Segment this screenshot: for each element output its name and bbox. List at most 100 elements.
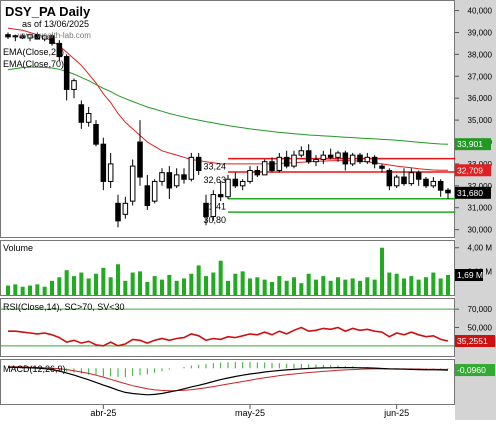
volume-bar (240, 271, 245, 295)
badge-close (455, 186, 491, 199)
candle-down (56, 42, 63, 58)
volume-bar (313, 279, 319, 295)
badge-ema_short (455, 164, 491, 177)
volume-bar (387, 272, 392, 295)
volume-bar (255, 277, 260, 295)
volume-bar (108, 277, 113, 295)
x-axis: abr-25 may-25 jun-25 (90, 405, 409, 418)
volume-bar (291, 277, 297, 295)
candle-down (305, 150, 312, 163)
volume-bar (5, 285, 11, 295)
rsi-tick-label: 50,000 (468, 324, 493, 333)
volume-bars-layer (5, 247, 451, 295)
ema70-line (7, 66, 449, 145)
volume-bar (27, 285, 33, 295)
macd-panel (0, 359, 455, 405)
x-tick-label: may-25 (235, 408, 265, 418)
candle-up (247, 169, 253, 182)
macd-signal-line (7, 366, 448, 392)
volume-bar (423, 277, 429, 295)
macd-line (7, 366, 449, 396)
badge-volume (455, 269, 483, 282)
volume-bar (79, 272, 84, 295)
x-tick-label: abr-25 (90, 408, 116, 418)
candle-up (85, 113, 92, 123)
price-tick-label: 31,000 (468, 204, 493, 213)
ema-long-label: EMA(Close,70) (3, 59, 64, 69)
rsi-layer (1, 308, 454, 347)
ema-short-label: EMA(Close,21) (3, 47, 64, 57)
candle-up (159, 172, 165, 182)
level-label: 33,24 (203, 162, 226, 172)
candle-down (63, 56, 70, 90)
candle-down (144, 185, 151, 207)
candle-down (415, 172, 422, 180)
rsi-line (8, 326, 449, 347)
price-tick-label: 30,000 (468, 226, 493, 235)
candle-down (93, 123, 99, 145)
candle-down (423, 178, 429, 187)
volume-bar (365, 277, 370, 295)
volume-bar (328, 280, 333, 295)
ema70-line-layer (7, 66, 449, 145)
badge-macd (455, 364, 495, 377)
price-tick-label: 40,000 (468, 7, 493, 16)
x-tick-label: jun-25 (383, 408, 409, 418)
candle-down (357, 154, 363, 163)
volume-bar (130, 272, 135, 295)
rsi-panel (0, 298, 455, 357)
volume-bar (335, 277, 341, 295)
price-tick-label: 39,000 (468, 28, 493, 37)
candle-down (283, 156, 290, 167)
volume-bar (64, 270, 69, 295)
as-of-date: as of 13/06/2025 (22, 19, 89, 29)
candle-down (137, 141, 143, 178)
candle-up (313, 159, 319, 163)
candle-up (364, 156, 371, 163)
candle-up (27, 34, 33, 39)
volume-bar (321, 276, 326, 295)
volume-bar (20, 286, 25, 295)
badge-ema_short-label: 32,709 (457, 165, 483, 175)
volume-bar (218, 260, 223, 295)
candle-up (349, 154, 356, 165)
price-tick-label: 36,000 (468, 94, 493, 103)
volume-bar (137, 271, 143, 295)
candle-down (371, 156, 378, 165)
volume-bar (115, 264, 121, 295)
rsi-axis: 70,000 50,000 (455, 305, 493, 333)
candle-up (188, 156, 195, 180)
level-label: 30,80 (203, 215, 226, 225)
candle-down (166, 172, 173, 189)
volume-bar (93, 273, 99, 295)
price-tick-label: 32,000 (468, 182, 493, 191)
candle-down (254, 169, 261, 176)
candle-up (320, 154, 327, 161)
candle-down (386, 169, 393, 187)
volume-bar (167, 274, 172, 295)
volume-bar (269, 282, 275, 295)
candle-down (181, 174, 187, 180)
candle-down (232, 178, 239, 187)
volume-bar (431, 272, 436, 295)
volume-bar (299, 283, 304, 295)
candle-up (291, 154, 297, 167)
volume-title: Volume (3, 243, 33, 253)
candle-up (408, 172, 415, 185)
volume-bar (225, 280, 231, 295)
candle-down (78, 104, 85, 123)
candle-up (225, 178, 231, 198)
volume-bar (262, 279, 267, 295)
volume-bar (233, 273, 238, 295)
volume-bar (101, 267, 106, 295)
volume-bar (416, 279, 421, 295)
rsi-title: RSI(Close,14), SC>70, SV<30 (3, 302, 125, 312)
chart-title: DSY_PA Daily (5, 4, 91, 19)
volume-bar (57, 277, 62, 295)
watermark: www.wealth-lab.com (17, 31, 91, 40)
volume-bar (189, 273, 194, 295)
volume-bar (357, 280, 363, 295)
badge-close-label: 31,680 (457, 188, 483, 198)
